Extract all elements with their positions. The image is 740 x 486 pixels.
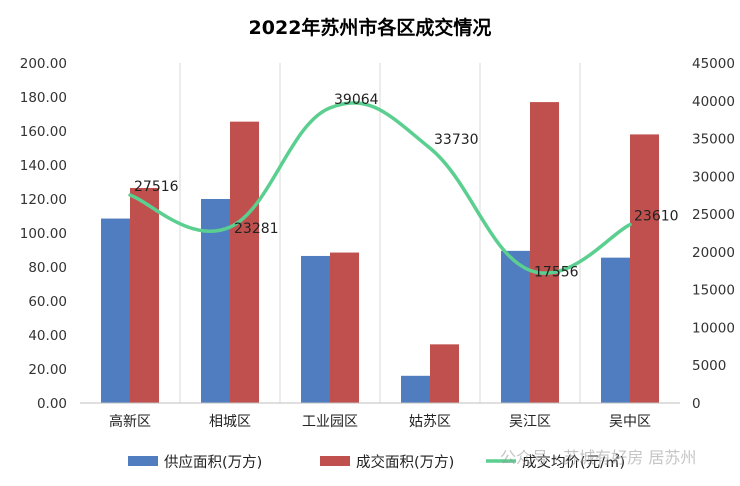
y-right-tick-label: 30000	[692, 169, 735, 185]
price-data-label: 17556	[534, 264, 579, 280]
y-left-tick-label: 60.00	[28, 294, 67, 310]
bar	[430, 344, 459, 403]
gridlines	[179, 63, 581, 403]
y-right-tick-label: 15000	[692, 283, 735, 299]
x-tick-label: 工业园区	[302, 414, 358, 430]
legend-swatch	[320, 456, 350, 466]
y-right-tick-label: 40000	[692, 94, 735, 110]
y-right-tick-label: 5000	[692, 358, 726, 374]
y-left-tick-label: 140.00	[20, 158, 67, 174]
y-left-tick-label: 80.00	[28, 260, 67, 276]
y-left-tick-label: 120.00	[20, 192, 67, 208]
bar	[301, 255, 330, 403]
y-left-tick-label: 20.00	[28, 362, 67, 378]
x-tick-label: 吴江区	[509, 414, 551, 430]
x-axis: 高新区 相城区 工业园区 姑苏区 吴江区 吴中区	[80, 402, 680, 430]
chart-title: 2022年苏州市各区成交情况	[249, 16, 492, 39]
y-left-tick-label: 40.00	[28, 328, 67, 344]
y-left-tick-label: 200.00	[20, 56, 67, 72]
y-right-tick-label: 10000	[692, 320, 735, 336]
bar	[330, 252, 359, 403]
price-data-label: 27516	[134, 179, 179, 195]
price-data-label: 23610	[634, 209, 679, 225]
y-right-tick-label: 0	[692, 396, 701, 412]
bar	[230, 121, 259, 404]
y-left-tick-label: 160.00	[20, 124, 67, 140]
y-left-tick-label: 180.00	[20, 90, 67, 106]
bar	[630, 134, 659, 403]
y-right-tick-label: 35000	[692, 132, 735, 148]
legend-label: 成交面积(万方)	[356, 453, 454, 471]
bar	[201, 199, 230, 403]
y-right-tick-label: 25000	[692, 207, 735, 223]
watermark: 公众号 · 苏城有好房 居苏州	[500, 448, 697, 467]
x-tick-label: 相城区	[209, 414, 251, 430]
price-data-label: 39064	[334, 92, 379, 108]
bar	[601, 257, 630, 403]
x-tick-label: 姑苏区	[409, 414, 451, 430]
price-line	[128, 101, 632, 275]
price-data-label: 23281	[234, 221, 279, 237]
left-axis: 0.00 20.00 40.00 60.00 80.00 100.00 120.00 140.…	[20, 56, 67, 412]
legend-label: 成交均价(元/㎡)	[522, 453, 625, 471]
bar	[530, 102, 559, 403]
x-tick-label: 吴中区	[609, 414, 651, 430]
bars	[101, 102, 659, 404]
data-labels: 27516 23281 39064 33730 17556 23610	[134, 92, 679, 281]
price-line-path	[128, 101, 632, 275]
bar	[130, 187, 159, 403]
right-axis: 0 5000 10000 15000 20000 25000 30000 35000 40000…	[692, 56, 735, 412]
y-left-tick-label: 0.00	[37, 396, 67, 412]
y-left-tick-label: 100.00	[20, 226, 67, 242]
legend: 供应面积(万方) 成交面积(万方) 成交均价(元/㎡)	[128, 453, 625, 471]
price-data-label: 33730	[434, 132, 479, 148]
y-right-tick-label: 45000	[692, 56, 735, 72]
bar	[101, 218, 130, 403]
y-right-tick-label: 20000	[692, 245, 735, 261]
bar	[501, 250, 530, 403]
x-tick-label: 高新区	[109, 413, 151, 430]
legend-label: 供应面积(万方)	[164, 453, 262, 471]
legend-swatch	[128, 456, 158, 466]
bar	[401, 375, 430, 403]
